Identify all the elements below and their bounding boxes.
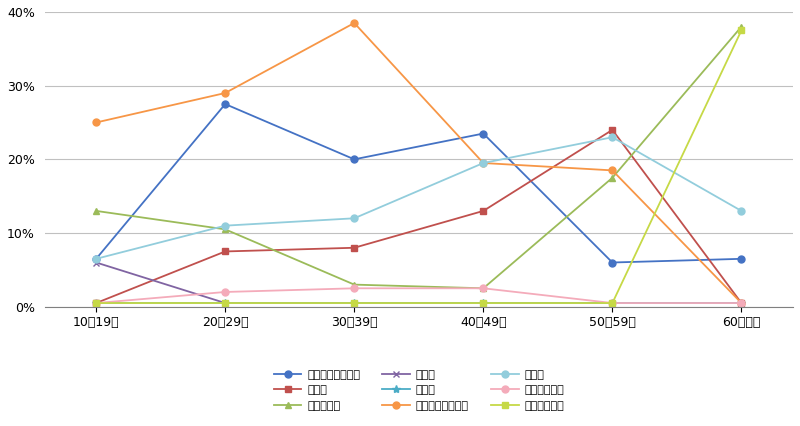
退職・廃業 — [221, 227, 230, 232]
就　学 — [91, 260, 101, 265]
交通の利便性 — [607, 300, 617, 305]
生活の利便性 — [221, 300, 230, 305]
結婚・離婚・縁組 — [607, 168, 617, 173]
住　宅 — [350, 216, 359, 221]
Legend: 就職・転職・転業, 転　動, 退職・廃業, 就　学, 卒　業, 結婚・離婚・縁組, 住　宅, 交通の利便性, 生活の利便性: 就職・転職・転業, 転 動, 退職・廃業, 就 学, 卒 業, 結婚・離婚・縁組… — [270, 366, 568, 415]
就　学 — [350, 300, 359, 305]
就　学 — [221, 300, 230, 305]
交通の利便性 — [478, 286, 488, 291]
就　学 — [607, 300, 617, 305]
交通の利便性 — [350, 286, 359, 291]
Line: 住　宅: 住 宅 — [93, 134, 745, 262]
Line: 結婚・離婚・縁組: 結婚・離婚・縁組 — [93, 20, 745, 307]
転　動 — [221, 249, 230, 254]
就　学 — [737, 300, 746, 305]
Line: 交通の利便性: 交通の利便性 — [93, 285, 745, 307]
住　宅 — [91, 256, 101, 262]
退職・廃業 — [350, 282, 359, 287]
退職・廃業 — [737, 24, 746, 29]
交通の利便性 — [91, 300, 101, 305]
転　動 — [737, 300, 746, 305]
交通の利便性 — [221, 289, 230, 294]
卒　業 — [91, 300, 101, 305]
退職・廃業 — [91, 208, 101, 213]
Line: 転　動: 転 動 — [93, 127, 745, 307]
退職・廃業 — [478, 286, 488, 291]
就職・転職・転業 — [737, 256, 746, 262]
住　宅 — [221, 223, 230, 228]
就職・転職・転業 — [221, 101, 230, 106]
生活の利便性 — [607, 300, 617, 305]
生活の利便性 — [737, 28, 746, 33]
就　学 — [478, 300, 488, 305]
卒　業 — [221, 300, 230, 305]
住　宅 — [478, 161, 488, 166]
交通の利便性 — [737, 300, 746, 305]
退職・廃業 — [607, 175, 617, 180]
就職・転職・転業 — [350, 157, 359, 162]
卒　業 — [478, 300, 488, 305]
生活の利便性 — [91, 300, 101, 305]
生活の利便性 — [350, 300, 359, 305]
卒　業 — [737, 300, 746, 305]
住　宅 — [737, 208, 746, 213]
結婚・離婚・縁組 — [91, 120, 101, 125]
就職・転職・転業 — [91, 256, 101, 262]
就職・転職・転業 — [478, 131, 488, 136]
結婚・離婚・縁組 — [737, 300, 746, 305]
Line: 卒　業: 卒 業 — [92, 299, 746, 307]
結婚・離婚・縁組 — [478, 161, 488, 166]
転　動 — [91, 300, 101, 305]
卒　業 — [350, 300, 359, 305]
Line: 就　学: 就 学 — [93, 259, 745, 307]
就職・転職・転業 — [607, 260, 617, 265]
転　動 — [607, 127, 617, 132]
転　動 — [478, 208, 488, 213]
住　宅 — [607, 135, 617, 140]
Line: 生活の利便性: 生活の利便性 — [93, 27, 745, 307]
結婚・離婚・縁組 — [350, 20, 359, 26]
Line: 就職・転職・転業: 就職・転職・転業 — [93, 101, 745, 266]
転　動 — [350, 245, 359, 250]
結婚・離婚・縁組 — [221, 90, 230, 95]
卒　業 — [607, 300, 617, 305]
Line: 退職・廃業: 退職・廃業 — [93, 23, 745, 292]
生活の利便性 — [478, 300, 488, 305]
